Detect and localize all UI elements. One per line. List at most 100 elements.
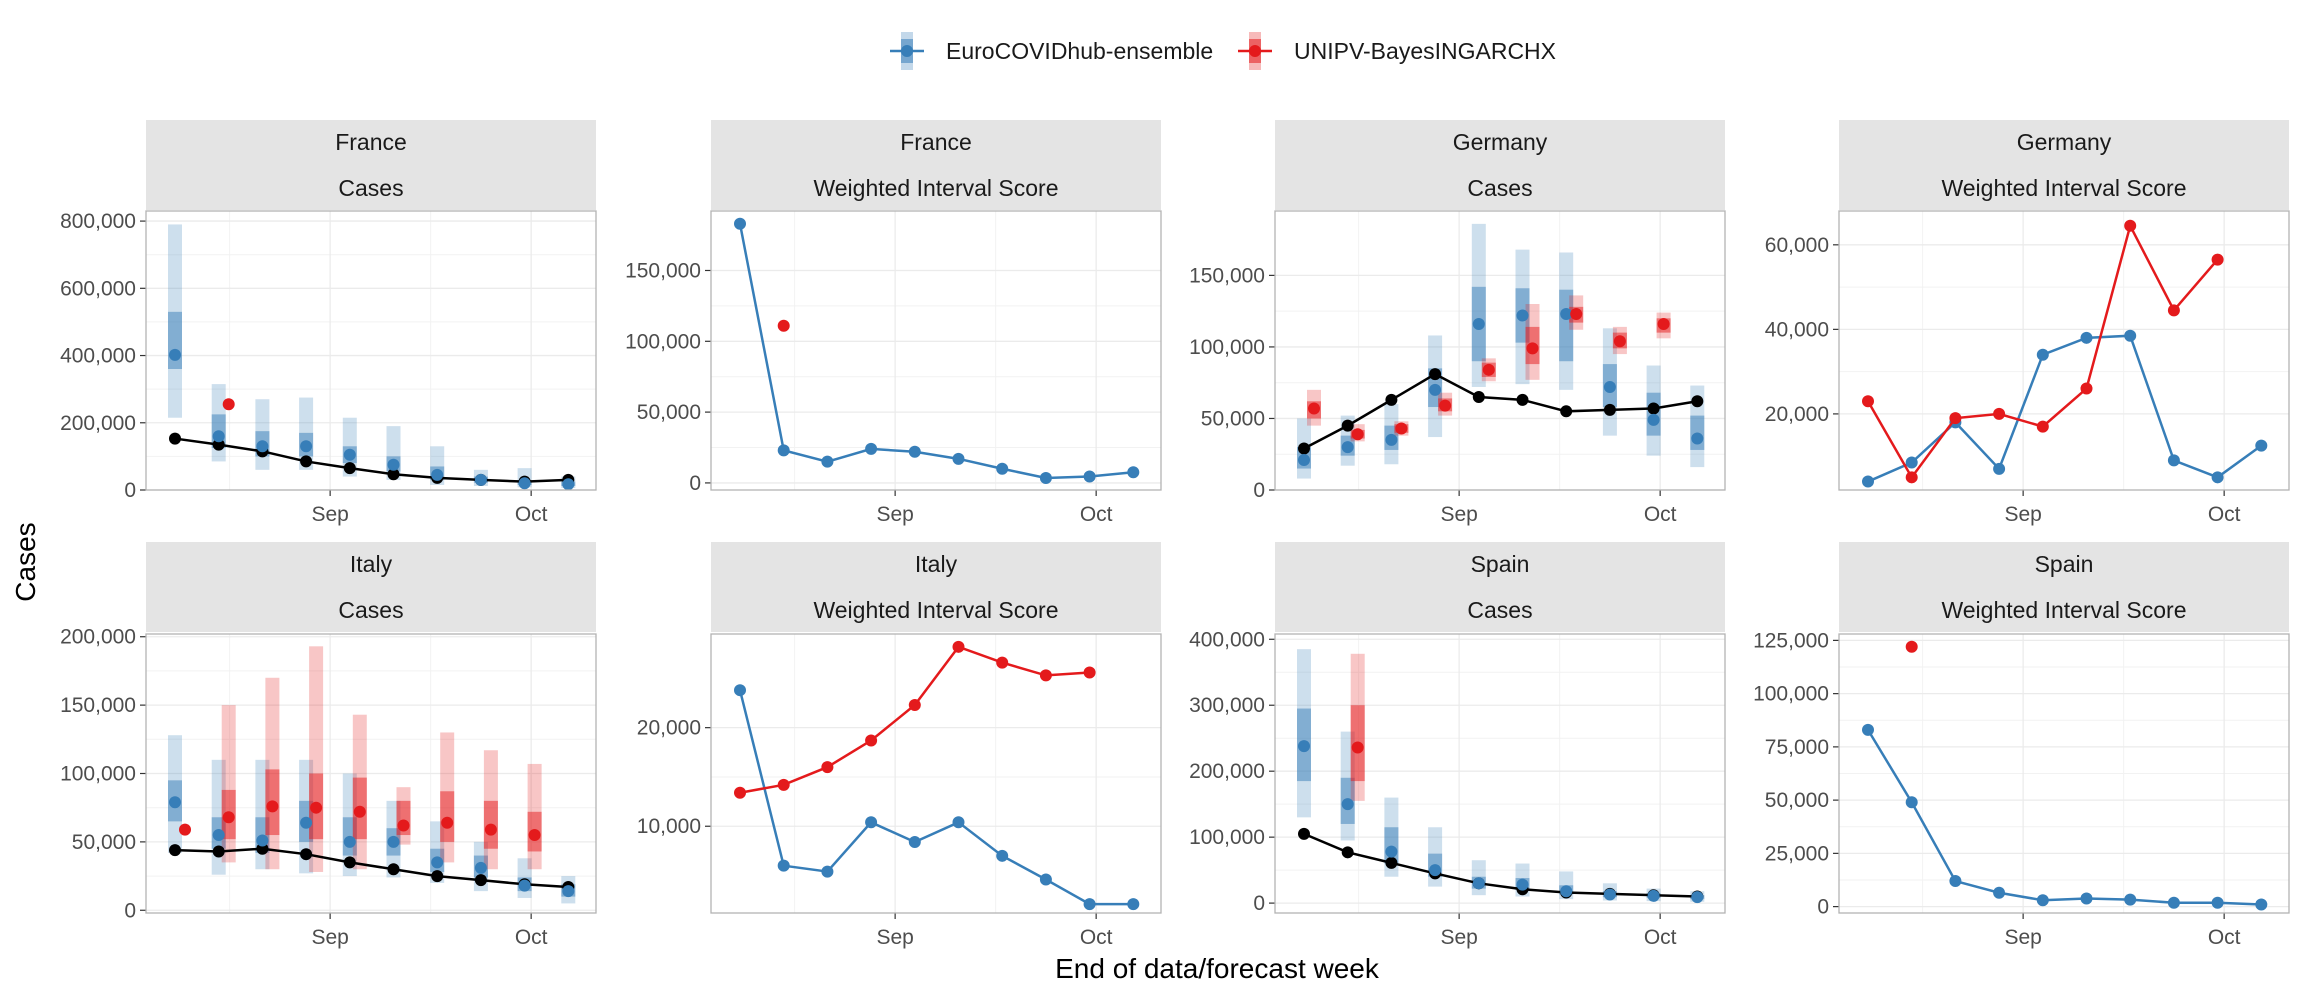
panel-spain-cases-median-eurocovidhub-ensemble xyxy=(1429,864,1442,877)
panel-france-cases-median-eurocovidhub-ensemble xyxy=(562,478,575,491)
panel-italy-weighted-interval-score-border xyxy=(710,633,1162,914)
panel-france-cases-observed-point xyxy=(300,455,313,468)
panel-spain-cases-x-tick-label: Sep xyxy=(1440,926,1477,949)
facet-panels: France Cases 0 200,000 400,000 600,000 800,000… xyxy=(60,120,2290,949)
panel-france-cases-strip-country-label: France xyxy=(335,129,407,155)
panel-italy-cases-median-eurocovidhub-ensemble xyxy=(431,856,444,869)
panel-france-weighted-interval-score-score-point-eurocovidhub-ensemble xyxy=(777,444,790,457)
panel-italy-cases-strip-metric-label: Cases xyxy=(338,597,403,623)
panel-italy-cases-observed-line xyxy=(174,847,569,889)
panel-germany-weighted-interval-score-score-line-eurocovidhub-ensemble xyxy=(1867,334,2263,483)
panel-germany-cases-median-unipv-bayesingarchx xyxy=(1439,399,1452,412)
panel-italy-weighted-interval-score-score-point-unipv-bayesingarchx xyxy=(1083,666,1096,679)
panel-france-cases-strip-country xyxy=(146,120,596,165)
panel-germany-weighted-interval-score-strip-metric xyxy=(1839,165,2289,210)
panel-germany-weighted-interval-score-y-tick-label: 40,000 xyxy=(1765,318,1829,341)
panel-spain-weighted-interval-score-score-point-eurocovidhub-ensemble xyxy=(2124,893,2137,906)
panel-spain-cases-strip-country-label: Spain xyxy=(1471,551,1530,577)
panel-italy-cases-y-tick-label: 100,000 xyxy=(60,763,136,786)
panel-germany-cases-observed-point xyxy=(1603,403,1616,416)
panel-germany-cases-observed-point xyxy=(1429,368,1442,381)
panel-france-cases-observed-line xyxy=(174,437,569,483)
panel-spain-cases-y-tick-label: 100,000 xyxy=(1189,826,1265,849)
panel-italy-weighted-interval-score-score-point-unipv-bayesingarchx xyxy=(952,640,965,653)
panel-italy-cases-median-unipv-bayesingarchx xyxy=(179,823,191,836)
panel-italy-cases-observed-point xyxy=(343,856,356,869)
panel-italy-weighted-interval-score-score-point-unipv-bayesingarchx xyxy=(777,778,790,791)
panel-france-cases-x-tick-label: Sep xyxy=(311,503,348,526)
panel-spain-cases-median-eurocovidhub-ensemble xyxy=(1341,798,1354,811)
panel-italy-cases-median-eurocovidhub-ensemble xyxy=(518,879,531,892)
panel-spain-cases-y-tick-label: 0 xyxy=(1253,892,1265,915)
panel-italy-cases-median-eurocovidhub-ensemble xyxy=(212,829,225,842)
panel-germany-cases-median-eurocovidhub-ensemble xyxy=(1341,441,1354,454)
panel-germany-cases-strip-metric xyxy=(1275,165,1725,210)
panel-italy-weighted-interval-score-strip-country xyxy=(711,542,1161,587)
panel-italy-weighted-interval-score-strip-metric-label: Weighted Interval Score xyxy=(813,597,1058,623)
panel-france-weighted-interval-score-strip-country xyxy=(711,120,1161,165)
panel-france-cases-median-eurocovidhub-ensemble xyxy=(518,477,531,490)
panel-italy-cases-observed-point xyxy=(387,863,400,876)
panel-italy-cases-median-eurocovidhub-ensemble xyxy=(169,796,181,809)
panel-france-weighted-interval-score-strip-metric xyxy=(711,165,1161,210)
panel-italy-weighted-interval-score-score-point-unipv-bayesingarchx xyxy=(1039,669,1052,682)
panel-spain-weighted-interval-score-score-point-unipv-bayesingarchx xyxy=(1905,640,1918,653)
panel-spain-cases-observed-point xyxy=(1341,846,1354,859)
x-axis-title: End of data/forecast week xyxy=(1055,953,1380,984)
panel-france-cases-median-eurocovidhub-ensemble xyxy=(387,458,400,471)
panel-germany-cases-observed-point xyxy=(1385,393,1398,406)
panel-germany-weighted-interval-score-x-tick-label: Oct xyxy=(2208,503,2241,526)
panel-italy-cases-median-unipv-bayesingarchx xyxy=(222,811,235,824)
legend-key-ensemble-point xyxy=(901,45,913,57)
panel-italy-cases: Italy Cases 0 50,000 100,000 150,000 200,000 Se… xyxy=(60,542,597,949)
panel-italy-cases-observed-point xyxy=(169,844,181,857)
panel-germany-weighted-interval-score-score-point-eurocovidhub-ensemble xyxy=(2036,348,2049,361)
panel-germany-cases-x-tick-label: Oct xyxy=(1644,503,1677,526)
panel-italy-weighted-interval-score-score-point-unipv-bayesingarchx xyxy=(908,698,921,711)
panel-germany-cases-median-unipv-bayesingarchx xyxy=(1570,308,1583,321)
panel-spain-cases-border xyxy=(1274,633,1726,914)
panel-germany-cases-median-eurocovidhub-ensemble xyxy=(1560,308,1573,321)
panel-italy-cases-median-unipv-bayesingarchx xyxy=(310,801,323,814)
panel-france-cases-median-eurocovidhub-ensemble xyxy=(431,468,444,481)
panel-spain-weighted-interval-score-y-tick-label: 25,000 xyxy=(1765,842,1829,865)
y-axis-title: Cases xyxy=(10,522,41,601)
panel-germany-weighted-interval-score-score-point-unipv-bayesingarchx xyxy=(2211,253,2224,266)
panel-italy-cases-strip-metric xyxy=(146,587,596,632)
panel-france-weighted-interval-score-x-tick-label: Oct xyxy=(1080,503,1113,526)
panel-italy-cases-median-unipv-bayesingarchx xyxy=(353,805,366,818)
panel-italy-weighted-interval-score-score-point-unipv-bayesingarchx xyxy=(865,734,878,747)
panel-italy-weighted-interval-score-strip-metric xyxy=(711,587,1161,632)
panel-spain-cases: Spain Cases 0 100,000 200,000 300,000 400,000 S… xyxy=(1189,542,1726,949)
panel-italy-weighted-interval-score-score-point-eurocovidhub-ensemble xyxy=(777,859,790,872)
panel-germany-weighted-interval-score-score-point-eurocovidhub-ensemble xyxy=(1993,462,2006,475)
panel-germany-cases-median-eurocovidhub-ensemble xyxy=(1691,432,1704,445)
panel-spain-weighted-interval-score-score-point-eurocovidhub-ensemble xyxy=(2167,896,2180,909)
panel-france-weighted-interval-score-score-point-eurocovidhub-ensemble xyxy=(1127,466,1140,479)
panel-germany-cases-observed-line xyxy=(1303,372,1698,450)
panel-germany-weighted-interval-score-strip-metric-label: Weighted Interval Score xyxy=(1941,175,2186,201)
panel-france-cases-y-tick-label: 800,000 xyxy=(60,210,136,233)
panel-italy-cases-y-tick-label: 0 xyxy=(124,899,136,922)
legend-label-ensemble: EuroCOVIDhub-ensemble xyxy=(946,38,1213,64)
panel-spain-cases-observed-point xyxy=(1385,856,1398,869)
panel-italy-cases-median-eurocovidhub-ensemble xyxy=(343,835,356,848)
panel-italy-weighted-interval-score: Italy Weighted Interval Score 10,000 20,000… xyxy=(637,542,1162,949)
panel-germany-cases-observed-point xyxy=(1298,442,1310,455)
panel-germany-cases-strip-metric-label: Cases xyxy=(1467,175,1532,201)
panel-spain-weighted-interval-score-y-tick-label: 75,000 xyxy=(1765,736,1829,759)
panel-germany-weighted-interval-score-score-point-eurocovidhub-ensemble xyxy=(1862,475,1874,488)
panel-germany-cases-median-eurocovidhub-ensemble xyxy=(1603,380,1616,393)
panel-france-weighted-interval-score-score-point-eurocovidhub-ensemble xyxy=(734,217,746,230)
panel-italy-weighted-interval-score-score-point-eurocovidhub-ensemble xyxy=(996,849,1009,862)
legend-key-unipv-point xyxy=(1249,45,1261,57)
panel-italy-cases-observed-point xyxy=(431,870,444,883)
panel-italy-cases-y-tick-label: 150,000 xyxy=(60,694,136,717)
panel-germany-cases-median-eurocovidhub-ensemble xyxy=(1385,433,1398,446)
panel-france-weighted-interval-score-score-line-eurocovidhub-ensemble xyxy=(738,223,1134,480)
panel-spain-cases-median-eurocovidhub-ensemble xyxy=(1647,889,1660,902)
panel-france-weighted-interval-score-y-tick-label: 50,000 xyxy=(637,401,701,424)
panel-france-weighted-interval-score-plot-area xyxy=(711,211,1161,490)
panel-germany-cases-y-tick-label: 150,000 xyxy=(1189,264,1265,287)
